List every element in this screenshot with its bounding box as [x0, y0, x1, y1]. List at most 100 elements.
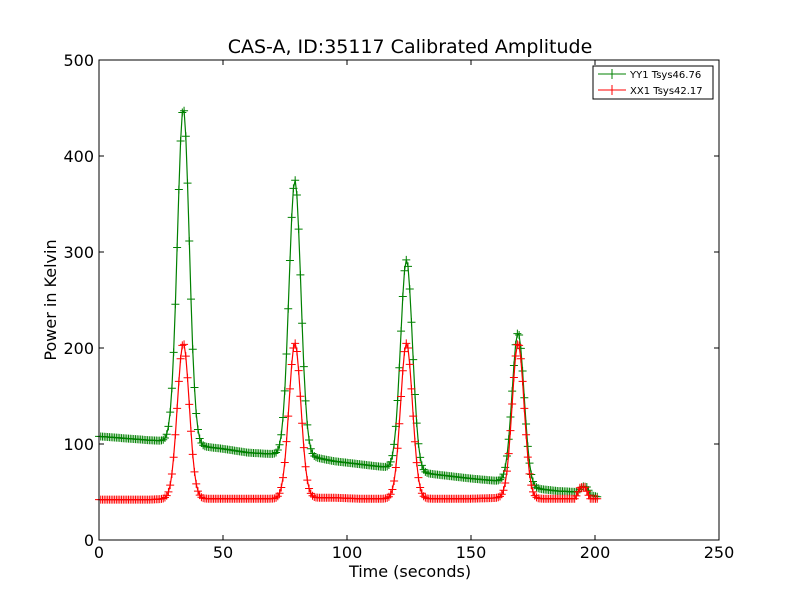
data-point: [388, 485, 397, 494]
data-point: [167, 469, 176, 478]
data-point: [183, 373, 192, 382]
data-point: [497, 473, 506, 482]
data-point: [176, 354, 185, 363]
data-point: [402, 339, 411, 348]
data-point: [190, 467, 199, 476]
data-point: [409, 412, 418, 421]
data-point: [410, 437, 419, 446]
data-point: [397, 327, 406, 336]
data-point: [190, 383, 199, 392]
data-point: [506, 426, 515, 435]
x-tick-label: 150: [456, 543, 487, 562]
data-point: [192, 409, 201, 418]
data-point: [299, 443, 308, 452]
data-point: [416, 453, 425, 462]
data-point: [400, 266, 409, 275]
data-point: [166, 408, 175, 417]
data-point: [310, 451, 319, 460]
data-point: [180, 340, 189, 349]
data-point: [305, 436, 314, 445]
y-tick-label: 0: [84, 531, 94, 550]
y-tick-label: 200: [63, 339, 94, 358]
data-point: [284, 412, 293, 421]
y-tick-label: 300: [63, 243, 94, 262]
data-point: [404, 343, 413, 352]
data-point: [188, 345, 197, 354]
data-point: [532, 493, 541, 502]
data-point: [294, 225, 303, 234]
data-point: [289, 344, 298, 353]
data-point: [301, 396, 310, 405]
y-tick-label: 400: [63, 147, 94, 166]
data-point: [581, 483, 590, 492]
data-point: [285, 256, 294, 265]
data-point: [279, 473, 288, 482]
data-point: [181, 132, 190, 141]
data-point: [183, 179, 192, 188]
data-point: [508, 387, 517, 396]
data-point: [499, 486, 508, 495]
data-point: [277, 483, 286, 492]
data-point: [305, 484, 314, 493]
x-tick-label: 250: [704, 543, 735, 562]
data-point: [405, 360, 414, 369]
data-point: [296, 392, 305, 401]
data-point: [164, 487, 173, 496]
data-point: [195, 434, 204, 443]
data-point: [166, 481, 175, 490]
data-point: [525, 459, 534, 468]
series-markers-1: [95, 339, 602, 504]
series-markers-0: [95, 106, 602, 501]
data-point: [291, 339, 300, 348]
data-point: [277, 430, 286, 439]
data-point: [284, 304, 293, 313]
data-point: [159, 435, 168, 444]
data-point: [180, 106, 189, 115]
legend: YY1 Tsys46.76 XX1 Tsys42.17: [592, 65, 714, 100]
data-point: [298, 319, 307, 328]
data-point: [162, 491, 171, 500]
y-tick-label: 100: [63, 435, 94, 454]
data-point: [509, 361, 518, 370]
data-point: [407, 384, 416, 393]
data-point: [193, 487, 202, 496]
data-point: [292, 191, 301, 200]
data-point: [291, 176, 300, 185]
data-point: [279, 413, 288, 422]
data-point: [416, 483, 425, 492]
data-point: [412, 458, 421, 467]
data-point: [176, 137, 185, 146]
data-point: [421, 493, 430, 502]
data-point: [280, 458, 289, 467]
data-point: [160, 434, 169, 443]
data-point: [292, 347, 301, 356]
data-point: [188, 450, 197, 459]
x-tick-label: 100: [332, 543, 363, 562]
data-point: [289, 184, 298, 193]
legend-label-yy1: YY1 Tsys46.76: [629, 70, 701, 81]
data-point: [391, 463, 400, 472]
data-point: [572, 491, 581, 500]
data-point: [417, 461, 426, 470]
data-point: [496, 492, 505, 501]
data-point: [502, 467, 511, 476]
plot-area: [95, 106, 602, 504]
data-point: [303, 420, 312, 429]
data-point: [398, 366, 407, 375]
data-point: [193, 425, 202, 434]
data-point: [575, 483, 584, 492]
data-point: [397, 392, 406, 401]
data-point: [522, 430, 531, 439]
legend-box: [592, 65, 714, 100]
data-point: [393, 444, 402, 453]
data-point: [409, 355, 418, 364]
data-point: [187, 427, 196, 436]
data-point: [527, 481, 536, 490]
data-point: [270, 494, 279, 503]
data-point: [160, 493, 169, 502]
chart-title: CAS-A, ID:35117 Calibrated Amplitude: [228, 36, 593, 58]
data-point: [178, 108, 187, 117]
data-point: [273, 446, 282, 455]
data-point: [200, 442, 209, 451]
